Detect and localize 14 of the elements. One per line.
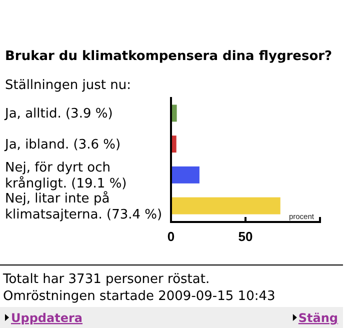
y-tick-label: Ja, alltid. (3.9 %)	[4, 106, 113, 122]
x-tick-label: 50	[238, 229, 253, 244]
y-tick-label: Ja, ibland. (3.6 %)	[4, 138, 121, 153]
chart-subtitle: Ställningen just nu:	[5, 78, 131, 93]
text: Stäng	[298, 311, 338, 325]
text: Omröstningen startade 2009-09-15 10:43	[3, 289, 276, 304]
chart-title: Brukar du klimatkompensera dina flygresor?	[5, 49, 332, 64]
x-tick-label: 0	[167, 229, 175, 244]
y-tick-label: Nej, litar inte på klimatsajterna. (73.4 %)	[5, 190, 162, 222]
bar	[171, 197, 280, 214]
bar	[171, 166, 200, 184]
y-tick-label: Nej, för dyrt och krångligt. (19.1 %)	[5, 160, 127, 192]
text: Totalt har 3731 personer röstat.	[2, 272, 210, 287]
text: Uppdatera	[11, 311, 83, 325]
